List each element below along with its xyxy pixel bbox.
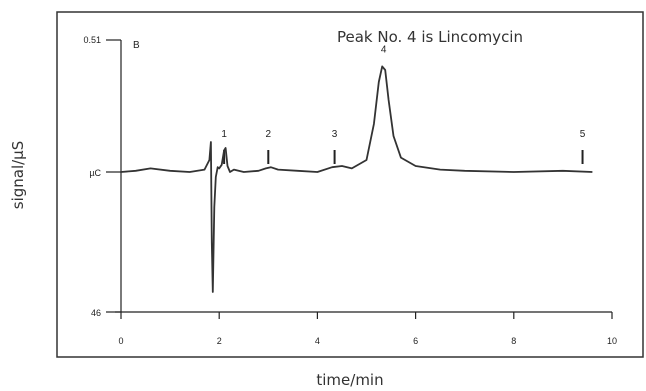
plot-frame bbox=[56, 11, 644, 358]
peak-label-2: 2 bbox=[266, 129, 272, 140]
y-tick-label-bottom: 46 bbox=[91, 308, 101, 318]
x-axis-label: time/min bbox=[316, 371, 383, 389]
x-tick-label: 6 bbox=[413, 336, 418, 346]
peak-markers: 1 2 3 4 5 bbox=[221, 44, 586, 164]
peak-label-1: 1 bbox=[221, 129, 227, 140]
panel-label: B bbox=[133, 40, 140, 51]
y-tick-label-top: 0.51 bbox=[83, 35, 101, 45]
x-tick-label: 8 bbox=[511, 336, 516, 346]
peak-label-3: 3 bbox=[332, 129, 338, 140]
signal-trace bbox=[120, 65, 593, 293]
x-tick-label: 4 bbox=[315, 336, 320, 346]
chart-title: Peak No. 4 is Lincomycin bbox=[337, 28, 523, 46]
x-tick-label: 0 bbox=[118, 336, 123, 346]
x-tick-label: 2 bbox=[217, 336, 222, 346]
y-tick-label-middle: µC bbox=[89, 168, 101, 178]
peak-label-4: 4 bbox=[381, 44, 387, 55]
x-tick-label: 10 bbox=[607, 336, 617, 346]
peak-label-5: 5 bbox=[580, 129, 586, 140]
y-axis-label: signal/µS bbox=[9, 141, 27, 210]
x-ticks: 0 2 4 6 8 10 bbox=[118, 312, 617, 346]
